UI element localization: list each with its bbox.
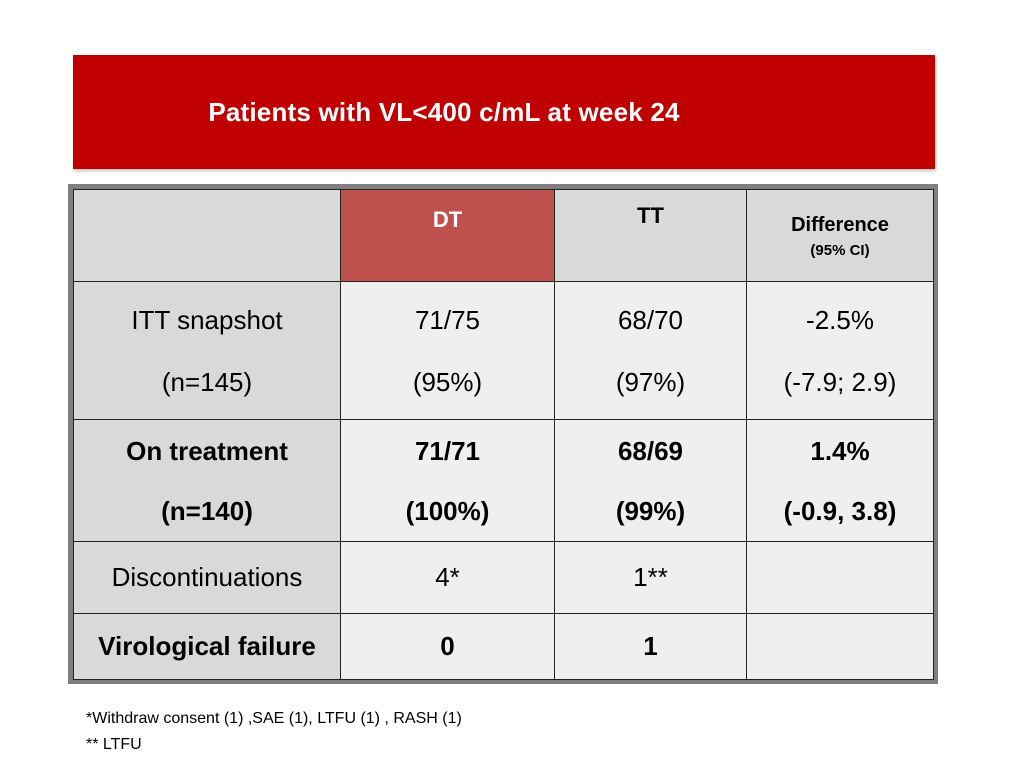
cell-disc-dt: 4*: [340, 541, 555, 614]
row-label-n: (n=140): [161, 495, 253, 526]
cell-value: 71/75: [414, 304, 481, 335]
cell-ci: (-0.9, 3.8): [783, 495, 897, 526]
table-row-on-treatment: On treatment (n=140) 71/71 (100%) 68/69 …: [73, 419, 934, 542]
cell-itt-diff: -2.5% (-7.9; 2.9): [746, 281, 934, 420]
cell-ontx-tt: 68/69 (99%): [554, 419, 747, 542]
cell-disc-tt: 1**: [554, 541, 747, 614]
row-label-virological-failure: Virological failure: [73, 613, 341, 680]
row-label-text: ITT snapshot: [131, 304, 283, 335]
footnote-2: ** LTFU: [86, 736, 142, 753]
table-header-row: DT TT Difference (95% CI): [73, 189, 934, 282]
results-table: DT TT Difference (95% CI) ITT snapshot (…: [73, 189, 934, 680]
results-table-frame: DT TT Difference (95% CI) ITT snapshot (…: [68, 184, 938, 684]
cell-percent: (100%): [405, 495, 490, 526]
row-label-n: (n=145): [161, 366, 253, 397]
header-empty-cell: [73, 189, 341, 282]
cell-percent: (95%): [412, 366, 483, 397]
cell-value: 68/69: [617, 435, 684, 466]
cell-vf-dt: 0: [340, 613, 555, 680]
cell-disc-diff: [746, 541, 934, 614]
cell-vf-diff: [746, 613, 934, 680]
header-tt: TT: [554, 189, 747, 282]
cell-vf-tt: 1: [554, 613, 747, 680]
header-dt-label: DT: [432, 206, 463, 232]
cell-itt-dt: 71/75 (95%): [340, 281, 555, 420]
header-difference: Difference (95% CI): [746, 189, 934, 282]
row-label-discontinuations: Discontinuations: [73, 541, 341, 614]
cell-value: 68/70: [617, 304, 684, 335]
header-difference-label: Difference: [791, 213, 889, 236]
header-dt: DT: [340, 189, 555, 282]
title-banner: Patients with VL<400 c/mL at week 24: [73, 55, 935, 169]
table-row-discontinuations: Discontinuations 4* 1**: [73, 541, 934, 614]
cell-ontx-diff: 1.4% (-0.9, 3.8): [746, 419, 934, 542]
footnotes: *Withdraw consent (1) ,SAE (1), LTFU (1)…: [86, 706, 462, 758]
cell-ci: (-7.9; 2.9): [783, 366, 897, 397]
footnote-1: *Withdraw consent (1) ,SAE (1), LTFU (1)…: [86, 710, 462, 727]
row-label-text: On treatment: [126, 435, 288, 466]
cell-value: 1.4%: [810, 435, 870, 466]
table-row-virological-failure: Virological failure 0 1: [73, 613, 934, 680]
cell-itt-tt: 68/70 (97%): [554, 281, 747, 420]
cell-ontx-dt: 71/71 (100%): [340, 419, 555, 542]
cell-value: -2.5%: [806, 304, 874, 335]
header-difference-ci: (95% CI): [810, 241, 870, 259]
slide-title: Patients with VL<400 c/mL at week 24: [208, 96, 680, 127]
cell-percent: (97%): [615, 366, 686, 397]
cell-value: 71/71: [414, 435, 481, 466]
cell-percent: (99%): [615, 495, 686, 526]
header-tt-label: TT: [637, 202, 664, 228]
table-row-itt: ITT snapshot (n=145) 71/75 (95%) 68/70 (…: [73, 281, 934, 420]
row-label-on-treatment: On treatment (n=140): [73, 419, 341, 542]
row-label-itt: ITT snapshot (n=145): [73, 281, 341, 420]
